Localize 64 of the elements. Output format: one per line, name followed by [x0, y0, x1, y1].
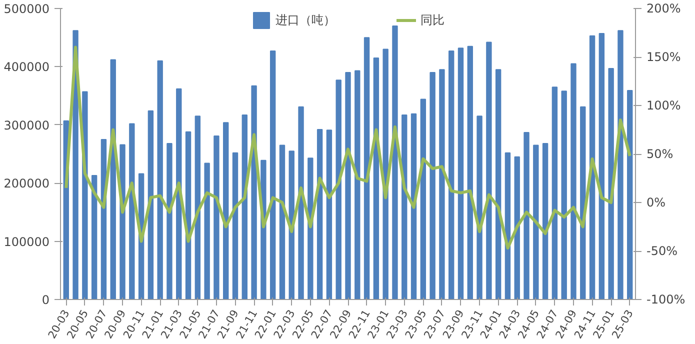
bar	[608, 68, 614, 300]
bar	[458, 48, 464, 300]
bar	[129, 123, 135, 300]
bar	[91, 175, 98, 300]
bar	[157, 60, 163, 300]
bar	[524, 132, 530, 300]
bar	[214, 135, 220, 300]
y2-tick-label: 50%	[646, 147, 674, 161]
y-tick-label: 200000	[4, 176, 50, 191]
bar	[476, 116, 482, 300]
bar	[561, 90, 567, 300]
bar	[552, 86, 558, 300]
bar	[439, 69, 445, 300]
y-tick-label: 300000	[4, 118, 50, 132]
bar	[270, 50, 276, 300]
y2-tick-label: -50%	[646, 244, 678, 258]
bar	[232, 152, 238, 300]
bar	[542, 143, 548, 300]
bar	[589, 35, 596, 300]
bar	[148, 110, 154, 300]
bar	[382, 48, 388, 300]
bar	[204, 162, 210, 300]
bar	[410, 113, 417, 300]
bar	[194, 116, 201, 300]
legend-label: 同比	[420, 12, 444, 28]
y2-tick-label: 150%	[646, 50, 681, 64]
y-tick-label: 400000	[4, 60, 50, 74]
bar	[570, 63, 576, 300]
bar	[627, 90, 633, 300]
y2-tick-label: -100%	[646, 292, 686, 306]
bar	[514, 156, 520, 300]
bar	[392, 25, 398, 300]
bar	[533, 144, 539, 300]
bar	[176, 88, 182, 300]
bar	[166, 143, 172, 300]
y-tick-label: 0	[42, 293, 50, 307]
bar	[316, 129, 323, 300]
bar	[223, 122, 229, 300]
bar	[580, 106, 586, 300]
y-tick-label: 500000	[4, 2, 50, 16]
bar	[618, 30, 624, 300]
bar	[345, 72, 351, 300]
bar	[495, 69, 502, 300]
y2-tick-label: 0%	[646, 196, 666, 210]
bar	[420, 98, 426, 300]
bar	[279, 144, 286, 300]
y2-tick-label: 100%	[646, 98, 681, 112]
line-series	[64, 46, 632, 250]
bar	[448, 50, 454, 300]
bar	[364, 37, 370, 300]
bar	[308, 158, 314, 300]
bar	[430, 72, 436, 300]
bar	[486, 42, 492, 300]
bar	[354, 70, 360, 300]
bar	[298, 106, 304, 300]
bar	[467, 46, 473, 300]
bar	[336, 80, 342, 300]
legend-label: 进口（吨）	[276, 12, 336, 28]
y2-tick-label: 200%	[646, 2, 681, 16]
y-tick-label: 100000	[4, 234, 50, 249]
bar	[326, 130, 332, 300]
bar	[242, 114, 248, 300]
bar	[598, 33, 605, 300]
bar	[504, 152, 511, 300]
